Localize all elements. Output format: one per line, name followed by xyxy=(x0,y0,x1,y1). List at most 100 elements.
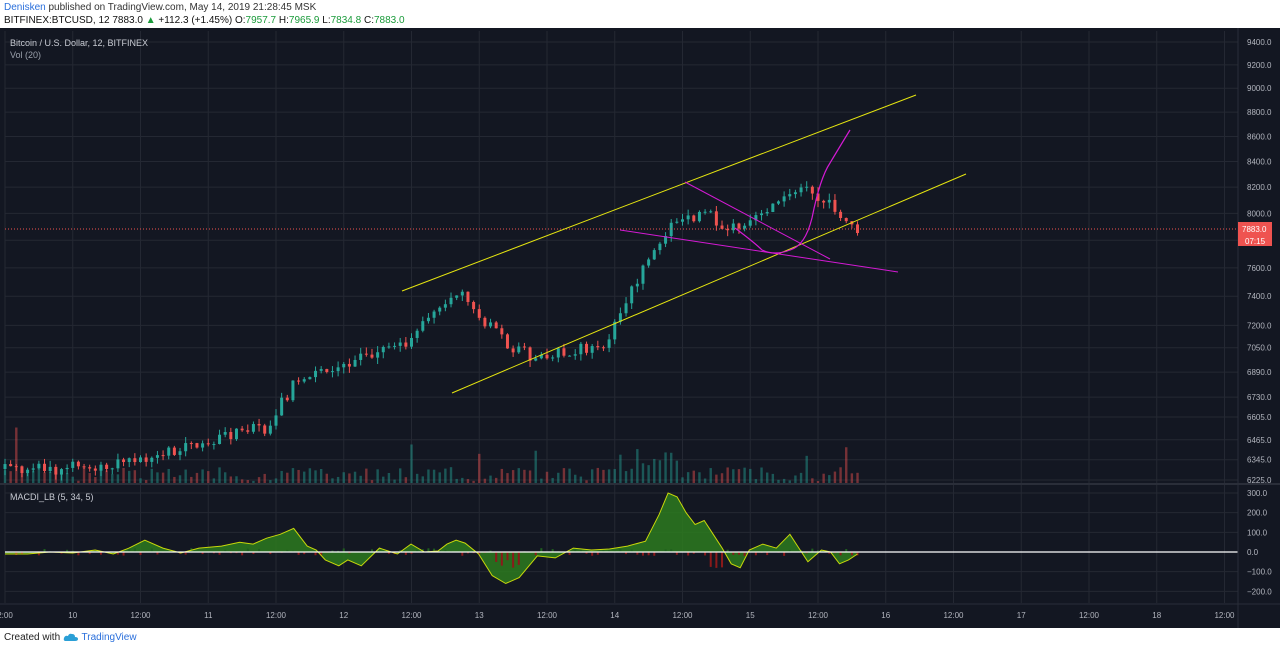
candle-body xyxy=(697,211,701,222)
volume-bar xyxy=(579,476,583,483)
change-arrow-icon: ▲ xyxy=(145,15,156,26)
macd-histogram-bar xyxy=(664,549,667,552)
macd-histogram-bar xyxy=(331,550,334,552)
candle-body xyxy=(144,457,148,462)
macd-histogram-bar xyxy=(811,548,814,552)
volume-bar xyxy=(455,478,458,483)
volume-bar xyxy=(77,480,80,483)
price-chart[interactable]: 9400.0 9200.0 9000.0 8800.0 8600.0 8400.0 8200… xyxy=(0,28,1280,628)
volume-bar xyxy=(670,452,673,483)
candle-body xyxy=(3,464,7,469)
volume-bar xyxy=(839,467,842,483)
candle-body xyxy=(65,467,69,470)
volume-bar xyxy=(658,460,662,483)
macd-histogram-bar xyxy=(540,548,543,552)
volume-bar xyxy=(534,450,537,483)
candle-body xyxy=(664,236,668,244)
macd-histogram-bar xyxy=(551,549,554,552)
macd-histogram-bar xyxy=(20,552,23,555)
candle-body xyxy=(37,463,41,469)
candle-body xyxy=(505,334,509,349)
volume-bar xyxy=(664,452,667,483)
volume-bar xyxy=(173,476,176,483)
volume-bar xyxy=(737,469,741,483)
volume-bar xyxy=(325,473,329,483)
volume-bar xyxy=(178,475,182,483)
volume-bar xyxy=(528,470,532,483)
macd-histogram-bar xyxy=(404,552,407,555)
last-price: 7883.0 xyxy=(112,15,143,26)
macd-histogram-bar xyxy=(128,548,131,552)
volume-bar xyxy=(822,473,825,483)
symbol-ohlc-bar: BITFINEX:BTCUSD, 12 7883.0 ▲ +112.3 (+1.… xyxy=(4,15,405,26)
candle-body xyxy=(20,466,24,474)
volume-bar xyxy=(111,474,114,483)
macd-histogram-bar xyxy=(252,552,255,555)
volume-bar xyxy=(551,477,554,483)
candle-body xyxy=(229,432,233,440)
volume-bar xyxy=(624,471,628,483)
volume-bar xyxy=(692,470,695,483)
volume-bar xyxy=(32,470,35,483)
candle-body xyxy=(314,370,318,378)
volume-bar xyxy=(161,472,165,483)
time-tick-label: 16 xyxy=(881,611,890,620)
candle-body xyxy=(805,186,809,188)
candle-body xyxy=(681,219,684,222)
candle-body xyxy=(483,317,487,327)
candle-body xyxy=(585,343,589,353)
time-tick-label: 12:00 xyxy=(130,611,151,620)
created-with-text: Created with xyxy=(4,632,61,643)
countdown-tag-text: 07:15 xyxy=(1245,237,1266,246)
volume-bar xyxy=(585,480,588,483)
candle-body xyxy=(551,357,555,359)
volume-bar xyxy=(557,472,560,483)
price-tick-label: 6465.0 xyxy=(1247,436,1272,445)
macd-histogram-bar xyxy=(737,552,740,555)
macd-histogram-bar xyxy=(687,552,690,556)
volume-bar xyxy=(303,471,306,483)
price-tick-label: 8200.0 xyxy=(1247,183,1272,192)
macd-histogram-bar xyxy=(466,552,469,554)
macd-histogram-bar xyxy=(438,549,441,552)
volume-bar xyxy=(382,476,385,483)
candle-body xyxy=(472,301,476,310)
macd-histogram-bar xyxy=(709,552,712,567)
candle-body xyxy=(618,313,622,322)
time-tick-label: 12:00 xyxy=(537,611,558,620)
wedge-lower-line xyxy=(619,229,899,273)
candle-body xyxy=(116,459,120,469)
volume-bar xyxy=(263,473,266,483)
macd-histogram-bar xyxy=(444,550,447,552)
volume-bar xyxy=(190,476,193,483)
volume-bar xyxy=(517,468,520,483)
volume-bar xyxy=(342,472,345,483)
candle-body xyxy=(376,352,380,358)
macd-histogram-bar xyxy=(630,549,633,552)
candle-body xyxy=(302,379,306,382)
volume-bar xyxy=(845,447,848,483)
candle-body xyxy=(776,201,780,204)
candle-body xyxy=(150,457,154,462)
macd-histogram-bar xyxy=(156,552,159,555)
macd-histogram-bar xyxy=(534,552,537,556)
time-tick-label: 12:00 xyxy=(672,611,693,620)
time-tick-label: 12:00 xyxy=(1214,611,1235,620)
close-value: 7883.0 xyxy=(374,15,405,26)
candle-body xyxy=(347,363,351,367)
volume-bar xyxy=(478,453,481,483)
candle-body xyxy=(240,428,244,431)
candle-body xyxy=(172,447,176,455)
volume-bar xyxy=(523,469,526,483)
volume-bar xyxy=(65,473,69,483)
tradingview-brand-link[interactable]: TradingView xyxy=(81,632,137,643)
candle-body xyxy=(731,223,735,231)
volume-bar xyxy=(794,475,797,483)
author-link[interactable]: Denisken xyxy=(4,2,46,13)
drawings-layer[interactable] xyxy=(5,94,1238,394)
chart-title: Bitcoin / U.S. Dollar, 12, BITFINEX xyxy=(10,38,148,48)
macd-histogram-bar xyxy=(320,552,323,556)
macd-tick-label: 0.0 xyxy=(1247,548,1259,557)
candle-body xyxy=(827,199,831,203)
macd-histogram-bar xyxy=(184,552,187,555)
